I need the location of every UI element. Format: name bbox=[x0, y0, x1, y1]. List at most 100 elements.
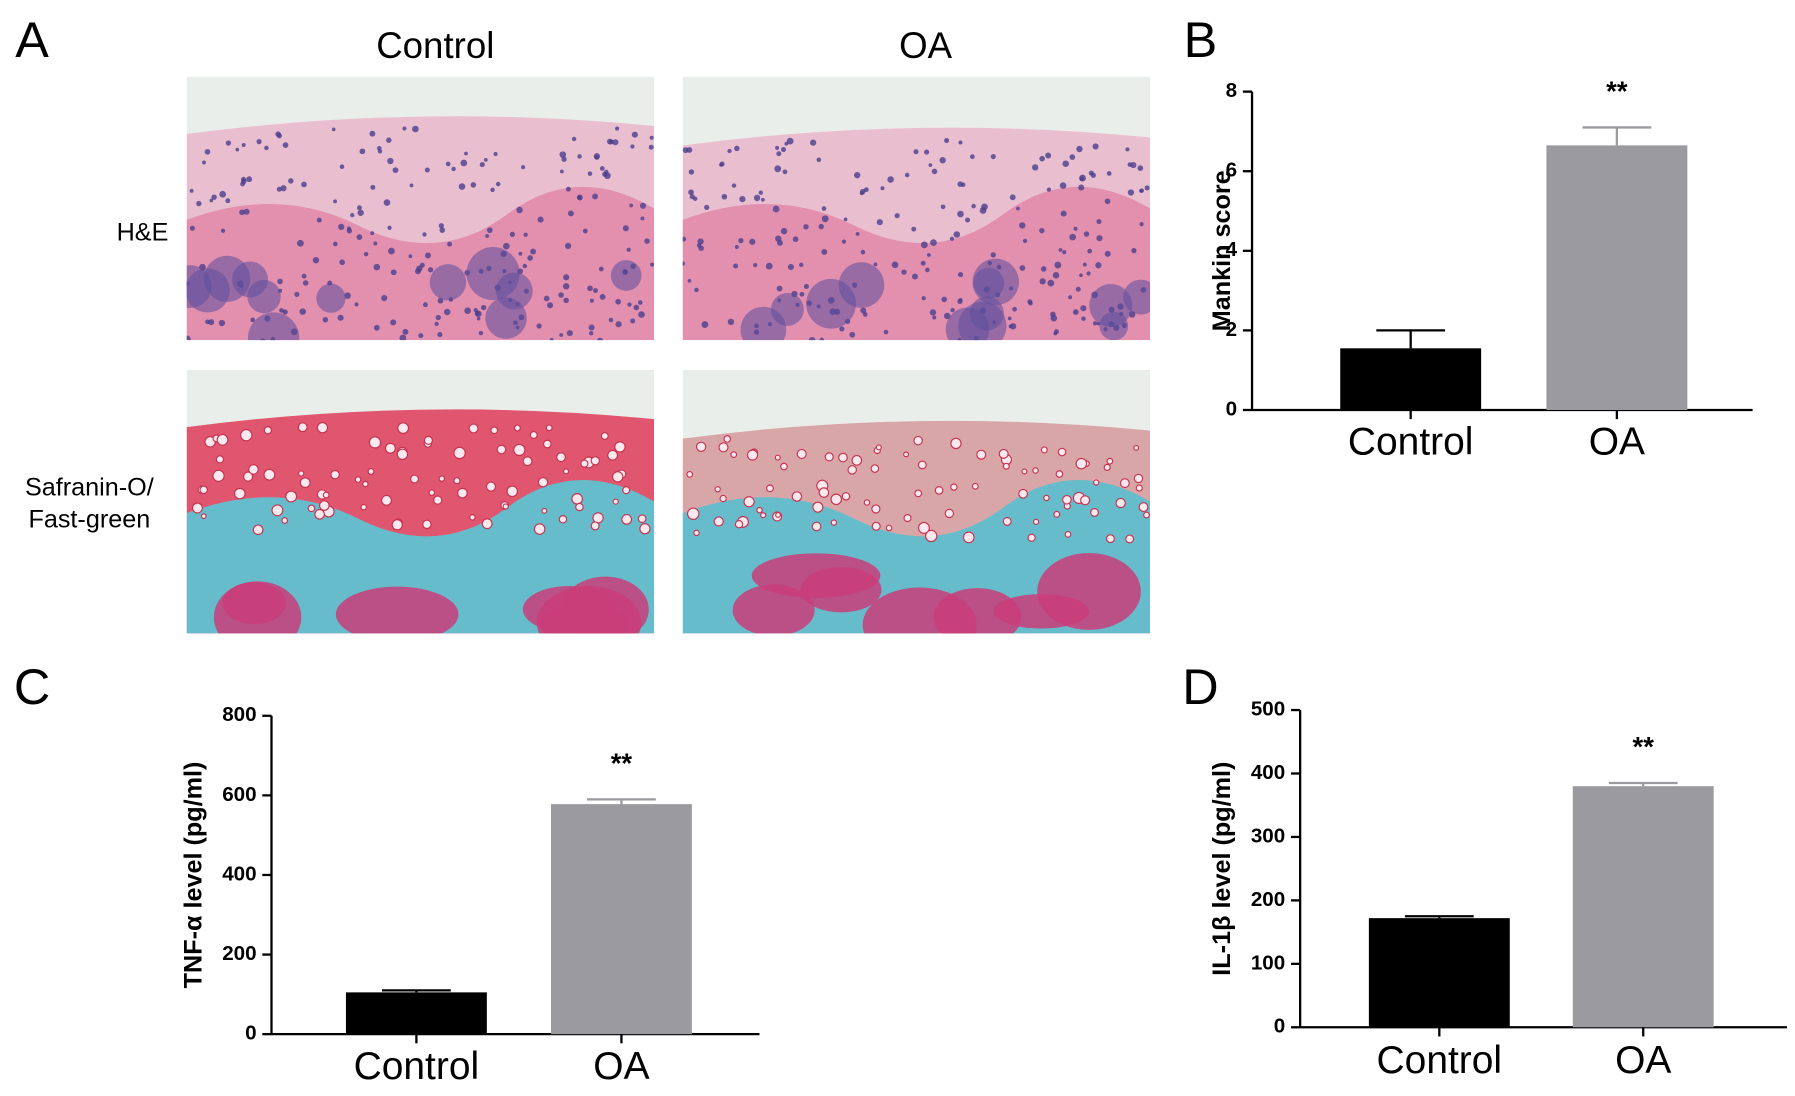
cell bbox=[453, 355, 460, 362]
cell bbox=[1027, 299, 1033, 305]
histology-image bbox=[186, 76, 655, 362]
cell bbox=[564, 242, 572, 250]
cell bbox=[518, 251, 523, 256]
row-label: H&E bbox=[117, 218, 169, 246]
cell bbox=[772, 205, 780, 213]
cell bbox=[700, 344, 705, 349]
bar bbox=[550, 804, 692, 1035]
cell bbox=[615, 321, 622, 328]
cell bbox=[599, 166, 605, 171]
cell bbox=[894, 213, 900, 219]
cell bbox=[1002, 462, 1010, 470]
cell bbox=[1073, 226, 1078, 231]
cell bbox=[1016, 206, 1020, 211]
cell bbox=[870, 464, 880, 473]
cell bbox=[719, 161, 725, 167]
cell bbox=[821, 248, 828, 255]
cell bbox=[696, 362, 702, 368]
x-tick-label: Control bbox=[1377, 1039, 1503, 1082]
cell bbox=[285, 490, 298, 503]
cell bbox=[354, 476, 362, 483]
cell bbox=[644, 238, 650, 244]
marrow bbox=[1037, 553, 1141, 630]
cell bbox=[1053, 510, 1061, 518]
cell bbox=[630, 318, 636, 324]
cell bbox=[575, 502, 584, 512]
marrow bbox=[429, 264, 467, 301]
y-tick-label: 200 bbox=[222, 942, 256, 965]
cell bbox=[256, 139, 262, 145]
cell bbox=[569, 355, 575, 361]
cell bbox=[391, 519, 403, 531]
cell bbox=[704, 204, 710, 210]
cell bbox=[1062, 494, 1072, 505]
cell bbox=[692, 196, 698, 201]
cell bbox=[263, 468, 276, 481]
cell bbox=[1095, 262, 1102, 269]
cell bbox=[990, 153, 996, 160]
marrow bbox=[862, 587, 977, 634]
cell bbox=[1047, 279, 1055, 287]
cell bbox=[506, 351, 510, 355]
cell bbox=[536, 323, 542, 329]
cell bbox=[1025, 347, 1030, 352]
cell bbox=[242, 471, 254, 482]
cell bbox=[386, 137, 392, 143]
cell bbox=[782, 169, 788, 175]
cell bbox=[957, 272, 964, 278]
cell bbox=[1007, 316, 1012, 321]
cell bbox=[883, 329, 889, 335]
cell bbox=[562, 283, 570, 290]
cell bbox=[384, 442, 396, 454]
cell bbox=[1045, 152, 1052, 159]
cell bbox=[911, 226, 917, 232]
cell bbox=[920, 241, 928, 249]
cell bbox=[483, 157, 488, 162]
cell bbox=[776, 151, 782, 157]
y-tick-label: 800 bbox=[222, 703, 256, 726]
cell bbox=[1069, 233, 1076, 241]
cell bbox=[626, 247, 631, 252]
cell bbox=[792, 236, 799, 243]
row-label: Fast-green bbox=[28, 506, 150, 534]
cell bbox=[388, 247, 395, 255]
cell bbox=[1133, 473, 1144, 484]
marrow bbox=[610, 260, 642, 291]
cell bbox=[1125, 534, 1135, 544]
cell bbox=[587, 285, 593, 292]
cell bbox=[803, 283, 809, 289]
cell bbox=[301, 273, 307, 279]
cell bbox=[439, 227, 446, 233]
cell bbox=[615, 126, 620, 131]
cell bbox=[934, 486, 944, 495]
cell bbox=[485, 234, 490, 238]
cell bbox=[774, 145, 780, 150]
cell bbox=[860, 307, 867, 314]
cell bbox=[478, 330, 484, 336]
column-label: Control bbox=[376, 25, 494, 66]
cell bbox=[830, 519, 838, 526]
cell bbox=[542, 439, 552, 449]
cell bbox=[1121, 350, 1128, 357]
cell bbox=[904, 172, 910, 178]
cell bbox=[998, 448, 1009, 459]
cell bbox=[734, 145, 740, 152]
cell bbox=[566, 330, 573, 337]
cell bbox=[397, 422, 410, 435]
cell bbox=[719, 494, 727, 503]
cell bbox=[381, 494, 392, 506]
cell bbox=[917, 521, 930, 534]
cell bbox=[457, 487, 468, 499]
cell bbox=[799, 262, 804, 268]
cell bbox=[300, 341, 306, 347]
cell bbox=[236, 358, 240, 362]
cell bbox=[513, 424, 521, 432]
cell bbox=[288, 178, 294, 184]
histology-images bbox=[186, 76, 1151, 634]
cell bbox=[1133, 444, 1140, 451]
cell bbox=[225, 198, 231, 204]
cell bbox=[589, 331, 594, 336]
cell bbox=[372, 354, 378, 360]
cell bbox=[1032, 467, 1039, 474]
cell bbox=[189, 188, 194, 193]
